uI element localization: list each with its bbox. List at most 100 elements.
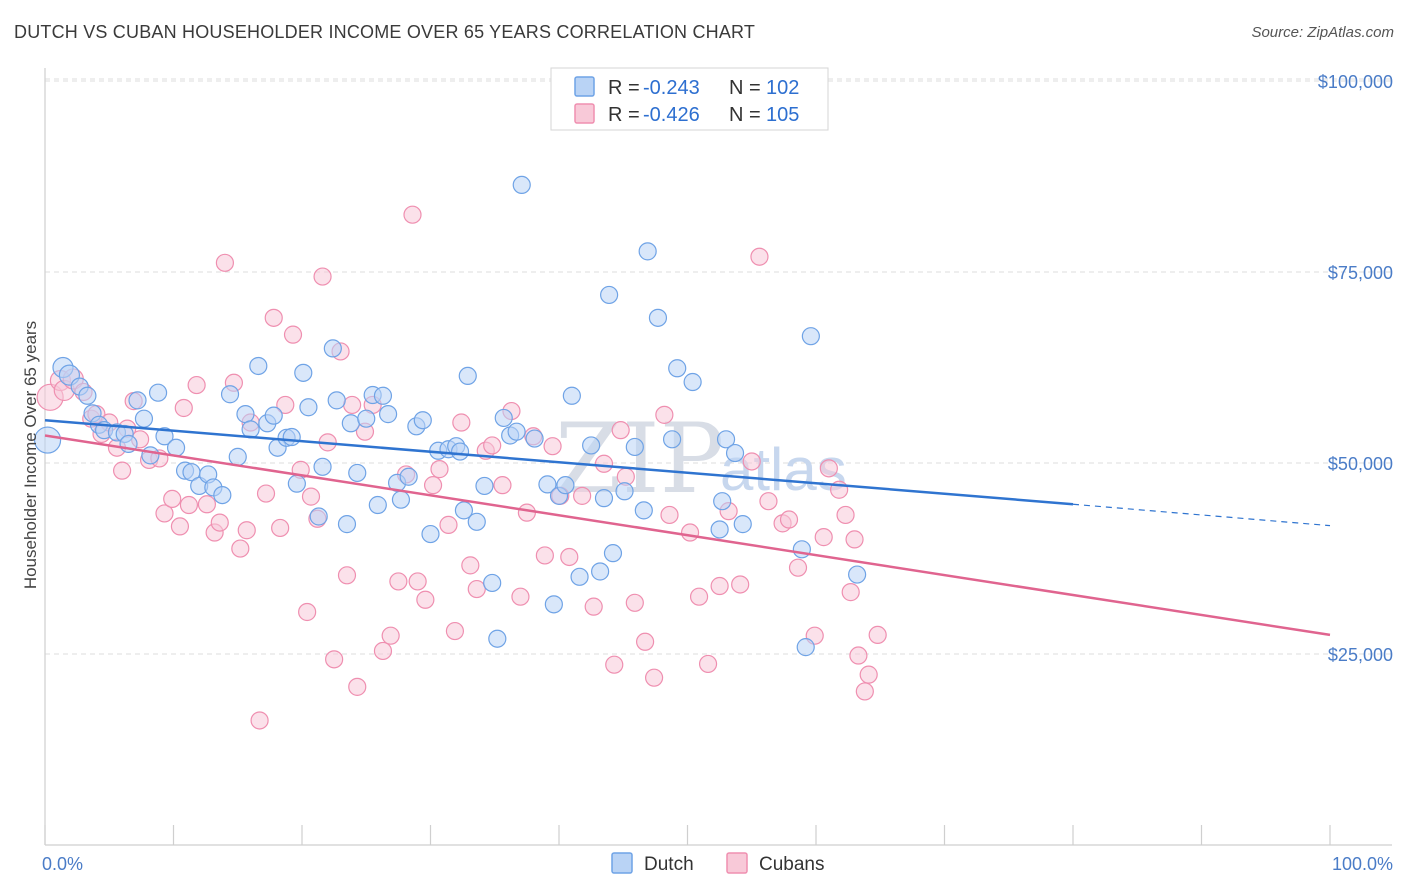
dutch-point-77 [594,489,614,508]
cubans-point-73 [560,547,579,567]
dutch-point-14 [148,383,168,402]
dutch-point-49 [391,490,411,509]
cubans-point-98 [814,528,833,547]
cubans-point-35 [283,325,303,344]
dutch-point-61 [475,476,494,496]
cubans-point-38 [301,487,321,506]
legend-bottom-label-dutch: Dutch [644,854,694,875]
cubans-point-75 [584,597,603,616]
cubans-point-58 [439,515,458,534]
cubans-point-53 [403,205,422,224]
dutch-point-58 [454,501,474,520]
cubans-point-60 [452,413,471,432]
cubans-point-22 [197,495,217,514]
grid-lines [45,78,1392,655]
dutch-point-11 [128,391,147,410]
legend-bottom: Dutch Cubans [611,852,825,875]
dutch-point-75 [582,436,601,455]
trend-lines [44,418,1331,637]
dutch-point-64 [494,408,513,428]
cubans-point-61 [461,556,480,575]
legend-bottom-label-cubans: Cubans [759,854,825,875]
cubans-point-49 [373,641,393,661]
cubans-point-83 [655,405,674,424]
dutch-point-46 [373,386,393,405]
source-label: Source: ZipAtlas.com [1251,24,1394,41]
cubans-point-101 [836,505,855,525]
cubans-point-59 [445,621,465,641]
dutch-point-62 [483,573,502,593]
cubans-point-68 [517,503,536,522]
dutch-point-80 [615,482,634,501]
cubans-point-70 [535,546,554,565]
cubans-point-31 [256,484,276,503]
dutch-point-37 [313,457,332,476]
chart-title: DUTCH VS CUBAN HOUSEHOLDER INCOME OVER 6… [14,22,756,42]
dutch-point-73 [562,386,581,405]
cubans-point-87 [698,654,718,674]
dutch-point-76 [591,562,610,581]
y-tick-label-0: $25,000 [1328,645,1393,665]
cubans-point-20 [179,495,199,515]
y-tick-label-2: $75,000 [1328,263,1393,283]
x-tick-label-1: 100.0% [1332,854,1393,874]
cubans-point-103 [845,530,864,549]
cubans-point-81 [635,632,655,651]
legend-top: R = -0.243 N = 102 R = -0.426 N = 105 [550,67,829,131]
cubans-point-27 [231,539,250,558]
dutch-point-42 [348,463,367,483]
dutch-point-83 [638,242,657,261]
dutch-point-66 [507,422,526,441]
cubans-point-102 [841,583,860,602]
cubans-point-99 [819,459,838,478]
cubans-point-84 [660,505,679,525]
cubans-point-34 [276,395,295,415]
cubans-point-19 [174,398,193,418]
dutch-point-68 [525,429,544,448]
cubans-point-67 [511,587,530,606]
cubans-point-85 [680,523,700,542]
cubans-point-24 [210,513,229,532]
dutch-point-89 [713,492,732,511]
axes [44,68,1392,846]
cubans-point-17 [163,489,182,509]
cubans-point-104 [849,646,868,665]
cubans-point-64 [483,436,502,455]
cubans-point-56 [423,476,443,495]
dutch-point-94 [796,638,815,657]
dutch-point-78 [600,285,619,305]
dutch-point-70 [544,595,563,614]
y-tick-label-3: $100,000 [1318,72,1393,92]
cubans-point-96 [788,558,808,577]
cubans-point-28 [237,521,256,540]
legend-r-label-cubans: R = [608,104,640,126]
dutch-point-92 [733,515,752,534]
cubans-point-65 [493,476,512,495]
cubans-point-45 [343,395,362,415]
cubans-point-106 [859,665,878,684]
dutch-point-27 [249,356,268,376]
cubans-point-80 [625,593,644,612]
cubans-point-55 [416,590,435,609]
cubans-point-33 [271,518,290,538]
dutch-point-63 [488,629,507,648]
cubans-point-77 [605,655,624,674]
dutch-point-33 [287,474,306,493]
dutch-point-95 [801,327,820,346]
dutch-point-86 [668,359,687,378]
dutch-point-25 [236,405,255,424]
dutch-point-40 [337,515,357,534]
dutch-point-23 [220,385,240,404]
cubans-point-74 [573,486,592,505]
legend-r-value-dutch: -0.243 [643,77,700,99]
cubans-point-42 [325,650,344,669]
legend-n-label-dutch: N = [729,77,761,99]
dutch-point-22 [213,485,232,505]
cubans-point-91 [742,452,761,471]
dutch-point-90 [716,430,736,449]
cubans-point-90 [731,575,750,594]
x-tick-labels: 0.0% 100.0% [42,854,1393,874]
dutch-point-87 [683,372,702,392]
x-tick-label-0: 0.0% [42,854,83,874]
